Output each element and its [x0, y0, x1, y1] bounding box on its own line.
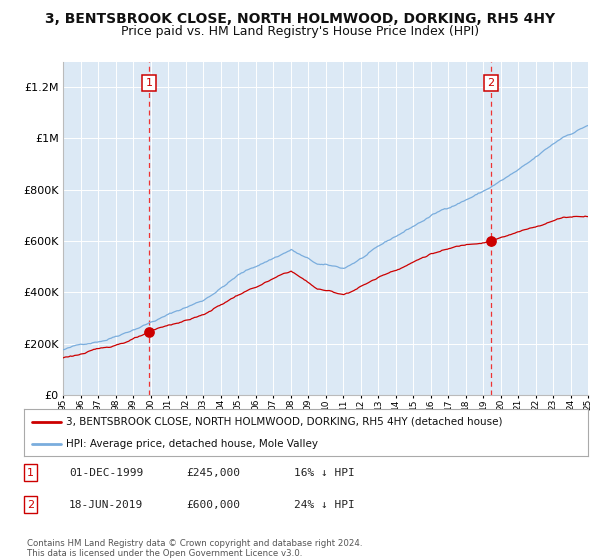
Text: 01-DEC-1999: 01-DEC-1999: [69, 468, 143, 478]
Text: 2: 2: [27, 500, 34, 510]
Text: 1: 1: [27, 468, 34, 478]
Text: 16% ↓ HPI: 16% ↓ HPI: [294, 468, 355, 478]
Text: 3, BENTSBROOK CLOSE, NORTH HOLMWOOD, DORKING, RH5 4HY (detached house): 3, BENTSBROOK CLOSE, NORTH HOLMWOOD, DOR…: [66, 417, 503, 427]
Text: 1: 1: [146, 78, 152, 88]
Text: Contains HM Land Registry data © Crown copyright and database right 2024.
This d: Contains HM Land Registry data © Crown c…: [27, 539, 362, 558]
Point: [144, 328, 154, 337]
Text: Price paid vs. HM Land Registry's House Price Index (HPI): Price paid vs. HM Land Registry's House …: [121, 25, 479, 38]
Text: 3, BENTSBROOK CLOSE, NORTH HOLMWOOD, DORKING, RH5 4HY: 3, BENTSBROOK CLOSE, NORTH HOLMWOOD, DOR…: [45, 12, 555, 26]
Text: 24% ↓ HPI: 24% ↓ HPI: [294, 500, 355, 510]
Text: £600,000: £600,000: [186, 500, 240, 510]
Text: 2: 2: [487, 78, 494, 88]
Text: £245,000: £245,000: [186, 468, 240, 478]
Text: HPI: Average price, detached house, Mole Valley: HPI: Average price, detached house, Mole…: [66, 438, 319, 449]
Point: [486, 236, 496, 245]
Text: 18-JUN-2019: 18-JUN-2019: [69, 500, 143, 510]
